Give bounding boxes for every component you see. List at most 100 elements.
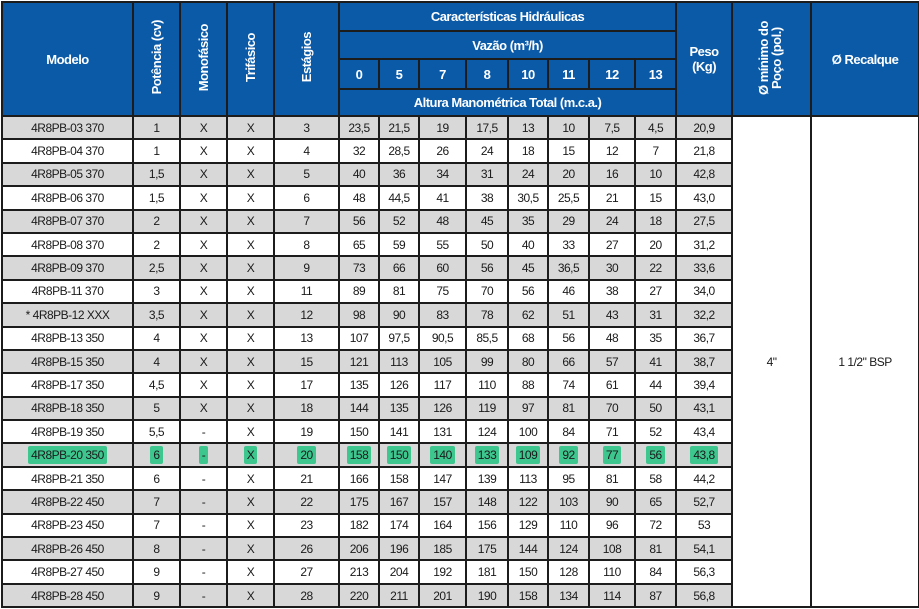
cell-value: 25,5 xyxy=(557,190,580,205)
cell-flow-12: 77 xyxy=(588,442,636,468)
cell-value: 44,2 xyxy=(693,471,715,486)
cell-value: X xyxy=(199,214,208,229)
cell-value: 34,0 xyxy=(693,284,715,299)
cell-flow-0: 56 xyxy=(338,208,380,234)
cell-flow-8: 31 xyxy=(465,161,509,188)
cell-value: 52,7 xyxy=(693,494,715,509)
cell-modelo: 4R8PB-05 370 xyxy=(1,161,134,188)
cell-flow-0: 121 xyxy=(338,348,380,375)
cell-flow-10: 40 xyxy=(507,231,549,258)
cell-flow-11: 10 xyxy=(547,114,590,141)
cell-value: 204 xyxy=(389,565,409,580)
cell-value: 166 xyxy=(349,471,369,486)
cell-value: 70 xyxy=(480,284,494,299)
cell-modelo: 4R8PB-28 450 xyxy=(1,582,134,609)
cell-trifasico: X xyxy=(226,255,275,281)
cell-flow-0: 107 xyxy=(338,325,380,351)
cell-flow-10: 144 xyxy=(507,536,549,562)
cell-value: 6 xyxy=(150,446,163,465)
cell-flow-11: 110 xyxy=(547,512,590,539)
cell-value: 158 xyxy=(389,471,409,486)
cell-value: 4R8PB-23 450 xyxy=(31,518,104,533)
cell-value: 27 xyxy=(300,565,313,580)
header-flow-11: 11 xyxy=(547,58,590,90)
cell-value: 150 xyxy=(349,424,369,439)
cell-flow-13: 50 xyxy=(633,395,678,422)
cell-flow-10: 35 xyxy=(507,208,549,234)
cell-flow-12: 90 xyxy=(588,489,636,515)
cell-flow-0: 73 xyxy=(338,255,380,281)
cell-flow-5: 66 xyxy=(378,255,420,281)
cell-potencia: 1,5 xyxy=(132,161,181,188)
cell-flow-7: 60 xyxy=(418,255,467,281)
cell-flow-12: 43 xyxy=(588,302,636,328)
cell-value: 75 xyxy=(436,284,449,299)
table-row: 4R8PB-08 370 2 X X 8 65 59 55 50 40 33 27 20 31,2 xyxy=(1,231,919,258)
cell-flow-5: 135 xyxy=(378,395,420,422)
cell-value: 84 xyxy=(562,424,575,439)
cell-value: 4R8PB-07 370 xyxy=(31,214,104,229)
cell-value: 73 xyxy=(352,261,366,276)
cell-value: 20 xyxy=(562,167,575,182)
cell-peso: 20,9 xyxy=(675,114,734,141)
cell-value: 150 xyxy=(518,565,538,580)
cell-potencia: 4 xyxy=(132,325,181,351)
cell-peso: 56,8 xyxy=(675,582,734,609)
cell-value: 20,9 xyxy=(693,120,715,135)
cell-value: X xyxy=(246,237,255,252)
cell-value: 185 xyxy=(433,541,452,556)
cell-estagios: 12 xyxy=(273,302,340,328)
cell-value: X xyxy=(199,307,208,322)
cell-value: 157 xyxy=(433,494,452,509)
cell-flow-10: 24 xyxy=(507,161,549,188)
cell-value: 36 xyxy=(392,167,406,182)
cell-value: 8 xyxy=(303,237,310,252)
cell-value: 7 xyxy=(303,214,310,229)
cell-value: X xyxy=(246,471,255,486)
cell-value: X xyxy=(246,354,255,369)
cell-modelo: 4R8PB-26 450 xyxy=(1,536,134,562)
cell-value: 28 xyxy=(300,588,313,603)
cell-peso: 33,6 xyxy=(675,255,734,281)
cell-peso: 32,2 xyxy=(675,302,734,328)
cell-flow-13: 18 xyxy=(633,208,678,234)
cell-value: 44 xyxy=(649,377,662,392)
cell-trifasico: X xyxy=(226,114,275,141)
cell-value: 48 xyxy=(436,214,449,229)
cell-value: 81 xyxy=(649,541,662,556)
cell-value: 15 xyxy=(300,354,313,369)
cell-estagios: 27 xyxy=(273,559,340,585)
cell-flow-12: 61 xyxy=(588,372,636,398)
cell-value: 128 xyxy=(559,565,578,580)
cell-flow-12: 71 xyxy=(588,419,636,445)
cell-flow-10: 18 xyxy=(507,138,549,164)
cell-value: 30,5 xyxy=(517,190,539,205)
cell-trifasico: X xyxy=(226,185,275,211)
cell-modelo: 4R8PB-06 370 xyxy=(1,185,134,211)
cell-value: X xyxy=(199,354,208,369)
header-trifasico: Trifásico xyxy=(226,1,275,117)
cell-peso: 43,1 xyxy=(675,395,734,422)
cell-value: 4R8PB-08 370 xyxy=(31,237,104,252)
cell-peso: 27,5 xyxy=(675,208,734,234)
cell-value: 11 xyxy=(300,284,313,299)
cell-value: X xyxy=(199,377,208,392)
cell-value: 58 xyxy=(649,471,662,486)
cell-value: 4R8PB-26 450 xyxy=(31,541,104,556)
cell-flow-5: 59 xyxy=(378,231,420,258)
cell-value: 12 xyxy=(605,144,619,159)
cell-value: 52 xyxy=(392,214,406,229)
cell-flow-10: 150 xyxy=(507,559,549,585)
cell-value: 9 xyxy=(153,565,160,580)
cell-flow-5: 174 xyxy=(378,512,420,539)
cell-value: 7,5 xyxy=(604,120,620,135)
cell-estagios: 18 xyxy=(273,395,340,422)
cell-value: X xyxy=(199,284,208,299)
cell-value: 4R8PB-21 350 xyxy=(31,471,104,486)
cell-monofasico: X xyxy=(179,255,228,281)
cell-value: 114 xyxy=(603,588,621,603)
cell-value: - xyxy=(201,471,206,486)
cell-potencia: 5,5 xyxy=(132,419,181,445)
cell-value: 4 xyxy=(153,354,160,369)
cell-value: 43,0 xyxy=(693,190,715,205)
